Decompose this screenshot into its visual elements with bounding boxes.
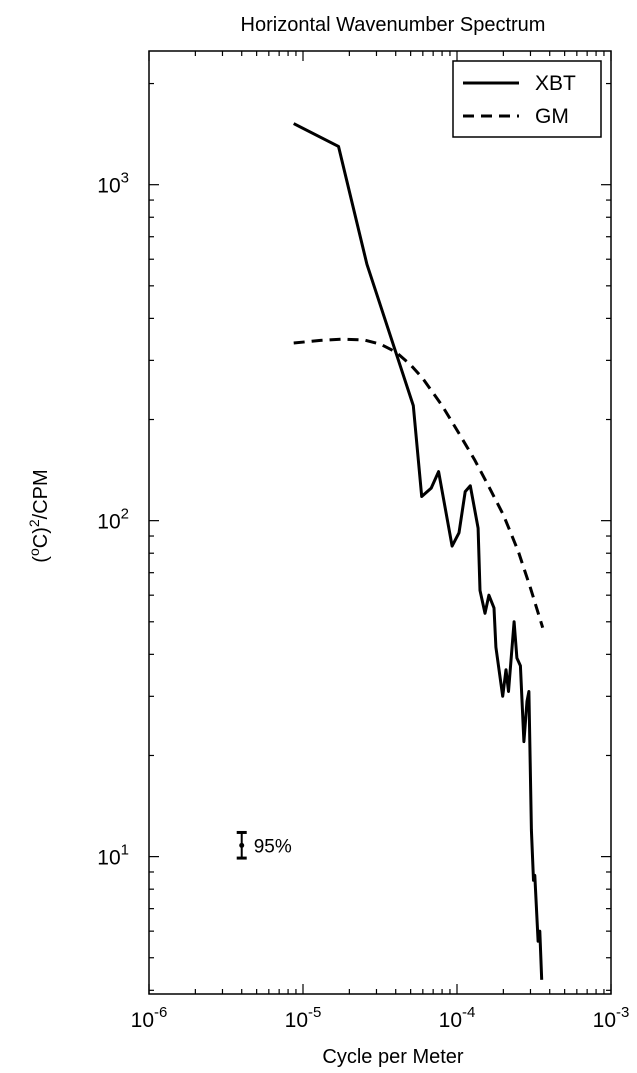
y-tick-label: 101: [97, 842, 129, 870]
y-label-sup-o: o: [26, 548, 42, 556]
series-line-gm: [293, 337, 545, 629]
x-tick-label: 10-3: [593, 1004, 630, 1032]
x-tick-label: 10-5: [285, 1004, 322, 1032]
series-line-xbt: [293, 122, 544, 980]
series-layer: [293, 122, 545, 980]
legend: XBT GM: [452, 60, 602, 138]
confidence-label: 95%: [254, 836, 292, 857]
chart-title: Horizontal Wavenumber Spectrum: [241, 14, 546, 36]
x-tick-label: 10-4: [439, 1004, 476, 1032]
x-tick-label: 10-6: [131, 1004, 168, 1032]
legend-label-gm: GM: [535, 105, 569, 128]
y-label-open: (: [30, 556, 52, 563]
y-axis-ticks: [149, 82, 611, 991]
y-tick-label: 102: [97, 506, 129, 534]
legend-label-xbt: XBT: [535, 72, 576, 95]
y-axis-label: (oC)2/CPM: [26, 469, 52, 562]
x-axis-ticks: [148, 51, 612, 994]
error-bar-center: [239, 842, 245, 848]
legend-box: [452, 60, 602, 138]
y-label-sup-2: 2: [26, 519, 42, 527]
x-axis-label: Cycle per Meter: [322, 1046, 463, 1068]
y-tick-label: 103: [97, 170, 129, 198]
x-axis-tick-labels: 10-6 10-5 10-4 10-3: [131, 1004, 630, 1032]
y-axis-tick-labels: 101 102 103: [97, 170, 129, 870]
confidence-error-bar: [236, 830, 247, 860]
plot-frame: [148, 50, 612, 995]
y-label-mid: C): [30, 527, 52, 548]
y-label-tail: /CPM: [30, 469, 52, 519]
